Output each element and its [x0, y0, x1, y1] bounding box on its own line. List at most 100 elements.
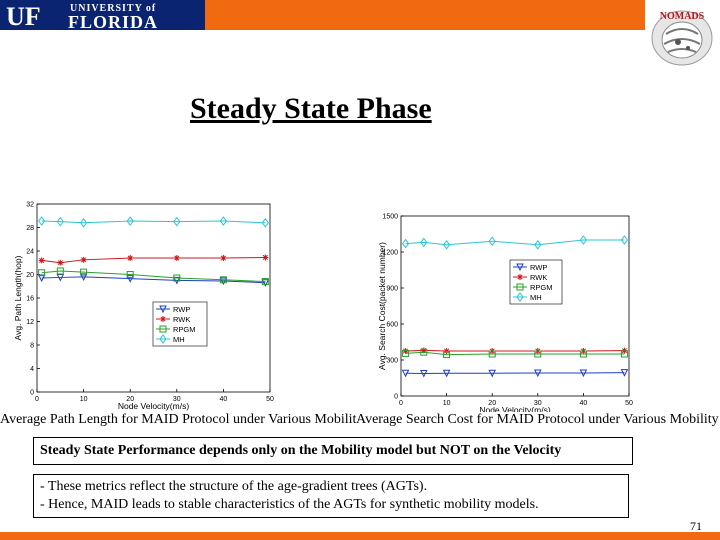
bottom-orange-bar [0, 532, 720, 540]
uf-logo: UF UNIVERSITY of FLORIDA [6, 2, 158, 30]
x-tick-label: 10 [80, 396, 88, 403]
x-tick-label: 20 [488, 400, 496, 407]
data-point-rpgm [219, 276, 227, 284]
uf-logo-florida: FLORIDA [68, 12, 158, 30]
data-point-rpgm [173, 274, 181, 282]
legend-marker [159, 334, 167, 344]
nomads-badge-icon: NOMADS [651, 10, 713, 66]
y-tick-label: 12 [26, 319, 34, 326]
nomads-label: NOMADS [660, 11, 705, 22]
x-tick-label: 0 [35, 396, 39, 403]
legend-label-rwk: RWK [530, 273, 547, 282]
data-point-rwp [401, 369, 410, 378]
y-tick-label: 900 [386, 286, 398, 293]
y-tick-label: 32 [26, 202, 34, 209]
y-tick-label: 4 [30, 366, 34, 373]
data-point-rwp [172, 276, 181, 285]
data-point-mh [56, 216, 64, 227]
x-tick-label: 0 [399, 400, 403, 407]
y-tick-label: 24 [26, 249, 34, 256]
y-tick-label: 300 [386, 358, 398, 365]
legend-marker [516, 283, 524, 291]
y-axis-label: Avg. Path Length(hop) [13, 255, 23, 340]
top-banner: UF UNIVERSITY of FLORIDA [0, 0, 720, 30]
plot-area [400, 215, 630, 397]
y-tick-label: 8 [30, 343, 34, 350]
y-tick-label: 0 [30, 390, 34, 397]
series-line-mh [41, 220, 266, 224]
y-tick-label: 20 [26, 272, 34, 279]
series-line-mh [405, 239, 625, 246]
path-length-caption: Average Path Length for MAID Protocol un… [0, 412, 356, 428]
data-point-rpgm [534, 350, 542, 358]
x-tick-label: 50 [266, 396, 274, 403]
slide-title: Steady State Phase [190, 92, 432, 125]
search-cost-chart: 0 10 20 30 40 50 0 300 600 900 1200 1500 Node Veloci… [377, 214, 633, 416]
x-tick-label: 30 [534, 400, 542, 407]
data-point-mh [126, 216, 134, 226]
x-tick-label: 10 [443, 400, 451, 407]
series-line-rwp [41, 276, 266, 284]
data-point-rwk [127, 255, 134, 262]
data-point-mh [488, 236, 496, 247]
data-point-mh [534, 239, 542, 250]
y-tick-label: 600 [386, 322, 398, 329]
x-axis-label: Node Velocity(m/s) [479, 405, 550, 415]
data-point-rpgm [38, 269, 46, 277]
legend-label-rwp: RWP [173, 305, 190, 314]
explanation-line-2: - Hence, MAID leads to stable characteri… [40, 497, 539, 512]
legend-label-mh: MH [530, 293, 542, 302]
explanation-box: - These metrics reflect the structure of… [33, 474, 629, 518]
x-tick-label: 20 [126, 396, 134, 403]
legend-marker [517, 274, 523, 280]
legend-marker [516, 263, 524, 272]
data-point-rpgm [488, 350, 496, 358]
path-length-chart: 0 10 20 30 40 50 0 4 8 12 16 20 24 28 32 Node Velocity(… [13, 202, 274, 412]
x-tick-label: 30 [173, 396, 181, 403]
data-point-rwp [488, 369, 497, 378]
data-point-rpgm [80, 268, 88, 276]
legend-marker [159, 325, 167, 333]
legend-label-rpgm: RPGM [173, 325, 196, 334]
data-point-mh [261, 217, 269, 228]
data-point-mh [620, 235, 629, 245]
explanation-line-1: - These metrics reflect the structure of… [40, 479, 428, 494]
y-tick-label: 1200 [382, 250, 398, 257]
data-point-rwk [80, 256, 87, 263]
data-point-rwk [220, 255, 227, 262]
data-point-rpgm [126, 271, 134, 278]
data-point-rpgm [261, 278, 269, 286]
data-point-mh [442, 239, 451, 250]
x-tick-label: 40 [580, 400, 588, 407]
orange-header-bar [205, 0, 645, 30]
y-tick-label: 28 [26, 225, 34, 232]
data-point-rwk [173, 255, 180, 262]
y-tick-label: 1500 [382, 214, 398, 221]
legend-marker [159, 305, 167, 314]
data-point-rpgm [402, 349, 410, 357]
data-point-mh [401, 238, 410, 249]
data-point-mh [38, 216, 46, 226]
series-line-rpgm [405, 351, 625, 356]
data-point-rwp [579, 369, 588, 378]
data-point-rwk [38, 257, 45, 264]
x-tick-label: 40 [220, 396, 228, 403]
x-tick-label: 50 [625, 400, 633, 407]
data-point-rwp [419, 369, 428, 378]
data-point-rwp [261, 279, 270, 287]
series-line-rwp [405, 372, 625, 374]
legend-label-rwk: RWK [173, 315, 190, 324]
uf-logo-mark: UF [6, 2, 41, 30]
data-point-rwk [420, 347, 427, 354]
data-point-rwk [443, 348, 450, 354]
y-tick-label: 0 [394, 394, 398, 401]
y-tick-label: 16 [26, 296, 34, 303]
data-point-rwp [442, 369, 451, 378]
data-point-rpgm [620, 350, 628, 358]
data-point-mh [579, 235, 588, 245]
uf-logo-university: UNIVERSITY of [70, 3, 156, 14]
data-point-rwp [79, 273, 88, 281]
data-point-mh [79, 217, 88, 228]
x-axis-label: Node Velocity(m/s) [118, 401, 189, 411]
uf-logo-area [0, 0, 205, 30]
